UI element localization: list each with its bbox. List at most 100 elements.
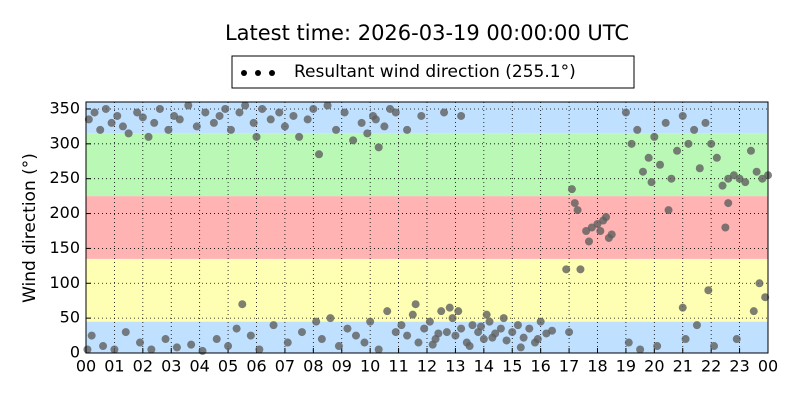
point <box>209 118 218 127</box>
point <box>246 331 255 340</box>
point <box>312 317 321 326</box>
x-tick-label: 07 <box>275 357 295 376</box>
point <box>732 335 741 344</box>
x-tick-label: 02 <box>133 357 153 376</box>
point <box>147 345 156 354</box>
point <box>536 317 545 326</box>
point <box>701 118 710 127</box>
point <box>161 335 170 344</box>
point <box>710 342 719 351</box>
y-tick-label: 200 <box>49 203 80 222</box>
point <box>707 139 716 148</box>
point <box>437 307 446 316</box>
y-tick-label: 250 <box>49 168 80 187</box>
point <box>690 125 699 134</box>
point <box>403 125 412 134</box>
point <box>721 223 730 232</box>
point <box>241 101 250 110</box>
point <box>232 324 241 333</box>
y-tick-label: 100 <box>49 273 80 292</box>
point <box>297 328 306 337</box>
point <box>573 206 582 215</box>
point <box>445 303 454 312</box>
point <box>417 111 426 120</box>
point <box>678 303 687 312</box>
point <box>289 111 298 120</box>
legend-label: Resultant wind direction (255.1°) <box>294 62 576 82</box>
point <box>752 167 761 176</box>
point <box>513 321 522 330</box>
point <box>681 335 690 344</box>
point <box>255 345 264 354</box>
point <box>440 108 449 117</box>
point <box>198 346 207 355</box>
point <box>661 118 670 127</box>
point <box>340 108 349 117</box>
point <box>457 324 466 333</box>
point <box>678 111 687 120</box>
point <box>138 113 147 122</box>
point <box>749 307 758 316</box>
point <box>584 237 593 246</box>
point <box>224 342 233 351</box>
point <box>548 326 557 335</box>
point <box>360 338 369 347</box>
point <box>192 122 201 131</box>
point <box>519 333 528 342</box>
point <box>567 185 576 194</box>
point <box>499 314 508 323</box>
x-tick-label: 14 <box>474 357 494 376</box>
x-tick-label: 19 <box>616 357 636 376</box>
y-tick-label: 50 <box>60 308 80 327</box>
point <box>425 317 434 326</box>
x-tick-label: 05 <box>218 357 238 376</box>
point <box>110 345 119 354</box>
point <box>695 164 704 173</box>
point <box>371 115 380 124</box>
point <box>101 104 110 113</box>
point <box>647 178 656 187</box>
point <box>349 136 358 145</box>
x-tick-label: 20 <box>644 357 664 376</box>
x-tick-label: 04 <box>189 357 209 376</box>
point <box>96 125 105 134</box>
point <box>83 345 92 354</box>
point <box>164 125 173 134</box>
point <box>667 174 676 183</box>
point <box>673 146 682 155</box>
point <box>508 328 517 337</box>
point <box>448 314 457 323</box>
point <box>150 118 159 127</box>
point <box>175 115 184 124</box>
point <box>226 125 235 134</box>
x-tick-label: 00 <box>76 357 96 376</box>
point <box>664 206 673 215</box>
point <box>258 104 267 113</box>
point <box>570 199 579 208</box>
point <box>99 342 108 351</box>
legend-marker <box>269 70 275 76</box>
x-tick-label: 12 <box>417 357 437 376</box>
point <box>135 338 144 347</box>
point <box>562 265 571 274</box>
point <box>383 307 392 316</box>
point <box>488 333 497 342</box>
point <box>684 139 693 148</box>
point <box>363 129 372 138</box>
point <box>172 343 181 352</box>
point <box>457 111 466 120</box>
point <box>280 122 289 131</box>
point <box>408 310 417 319</box>
point <box>235 108 244 117</box>
point <box>374 345 383 354</box>
point <box>602 213 611 222</box>
point <box>621 108 630 117</box>
point <box>334 342 343 351</box>
point <box>124 129 133 138</box>
x-tick-label: 22 <box>701 357 721 376</box>
point <box>391 328 400 337</box>
point <box>317 335 326 344</box>
y-tick-label: 150 <box>49 238 80 257</box>
